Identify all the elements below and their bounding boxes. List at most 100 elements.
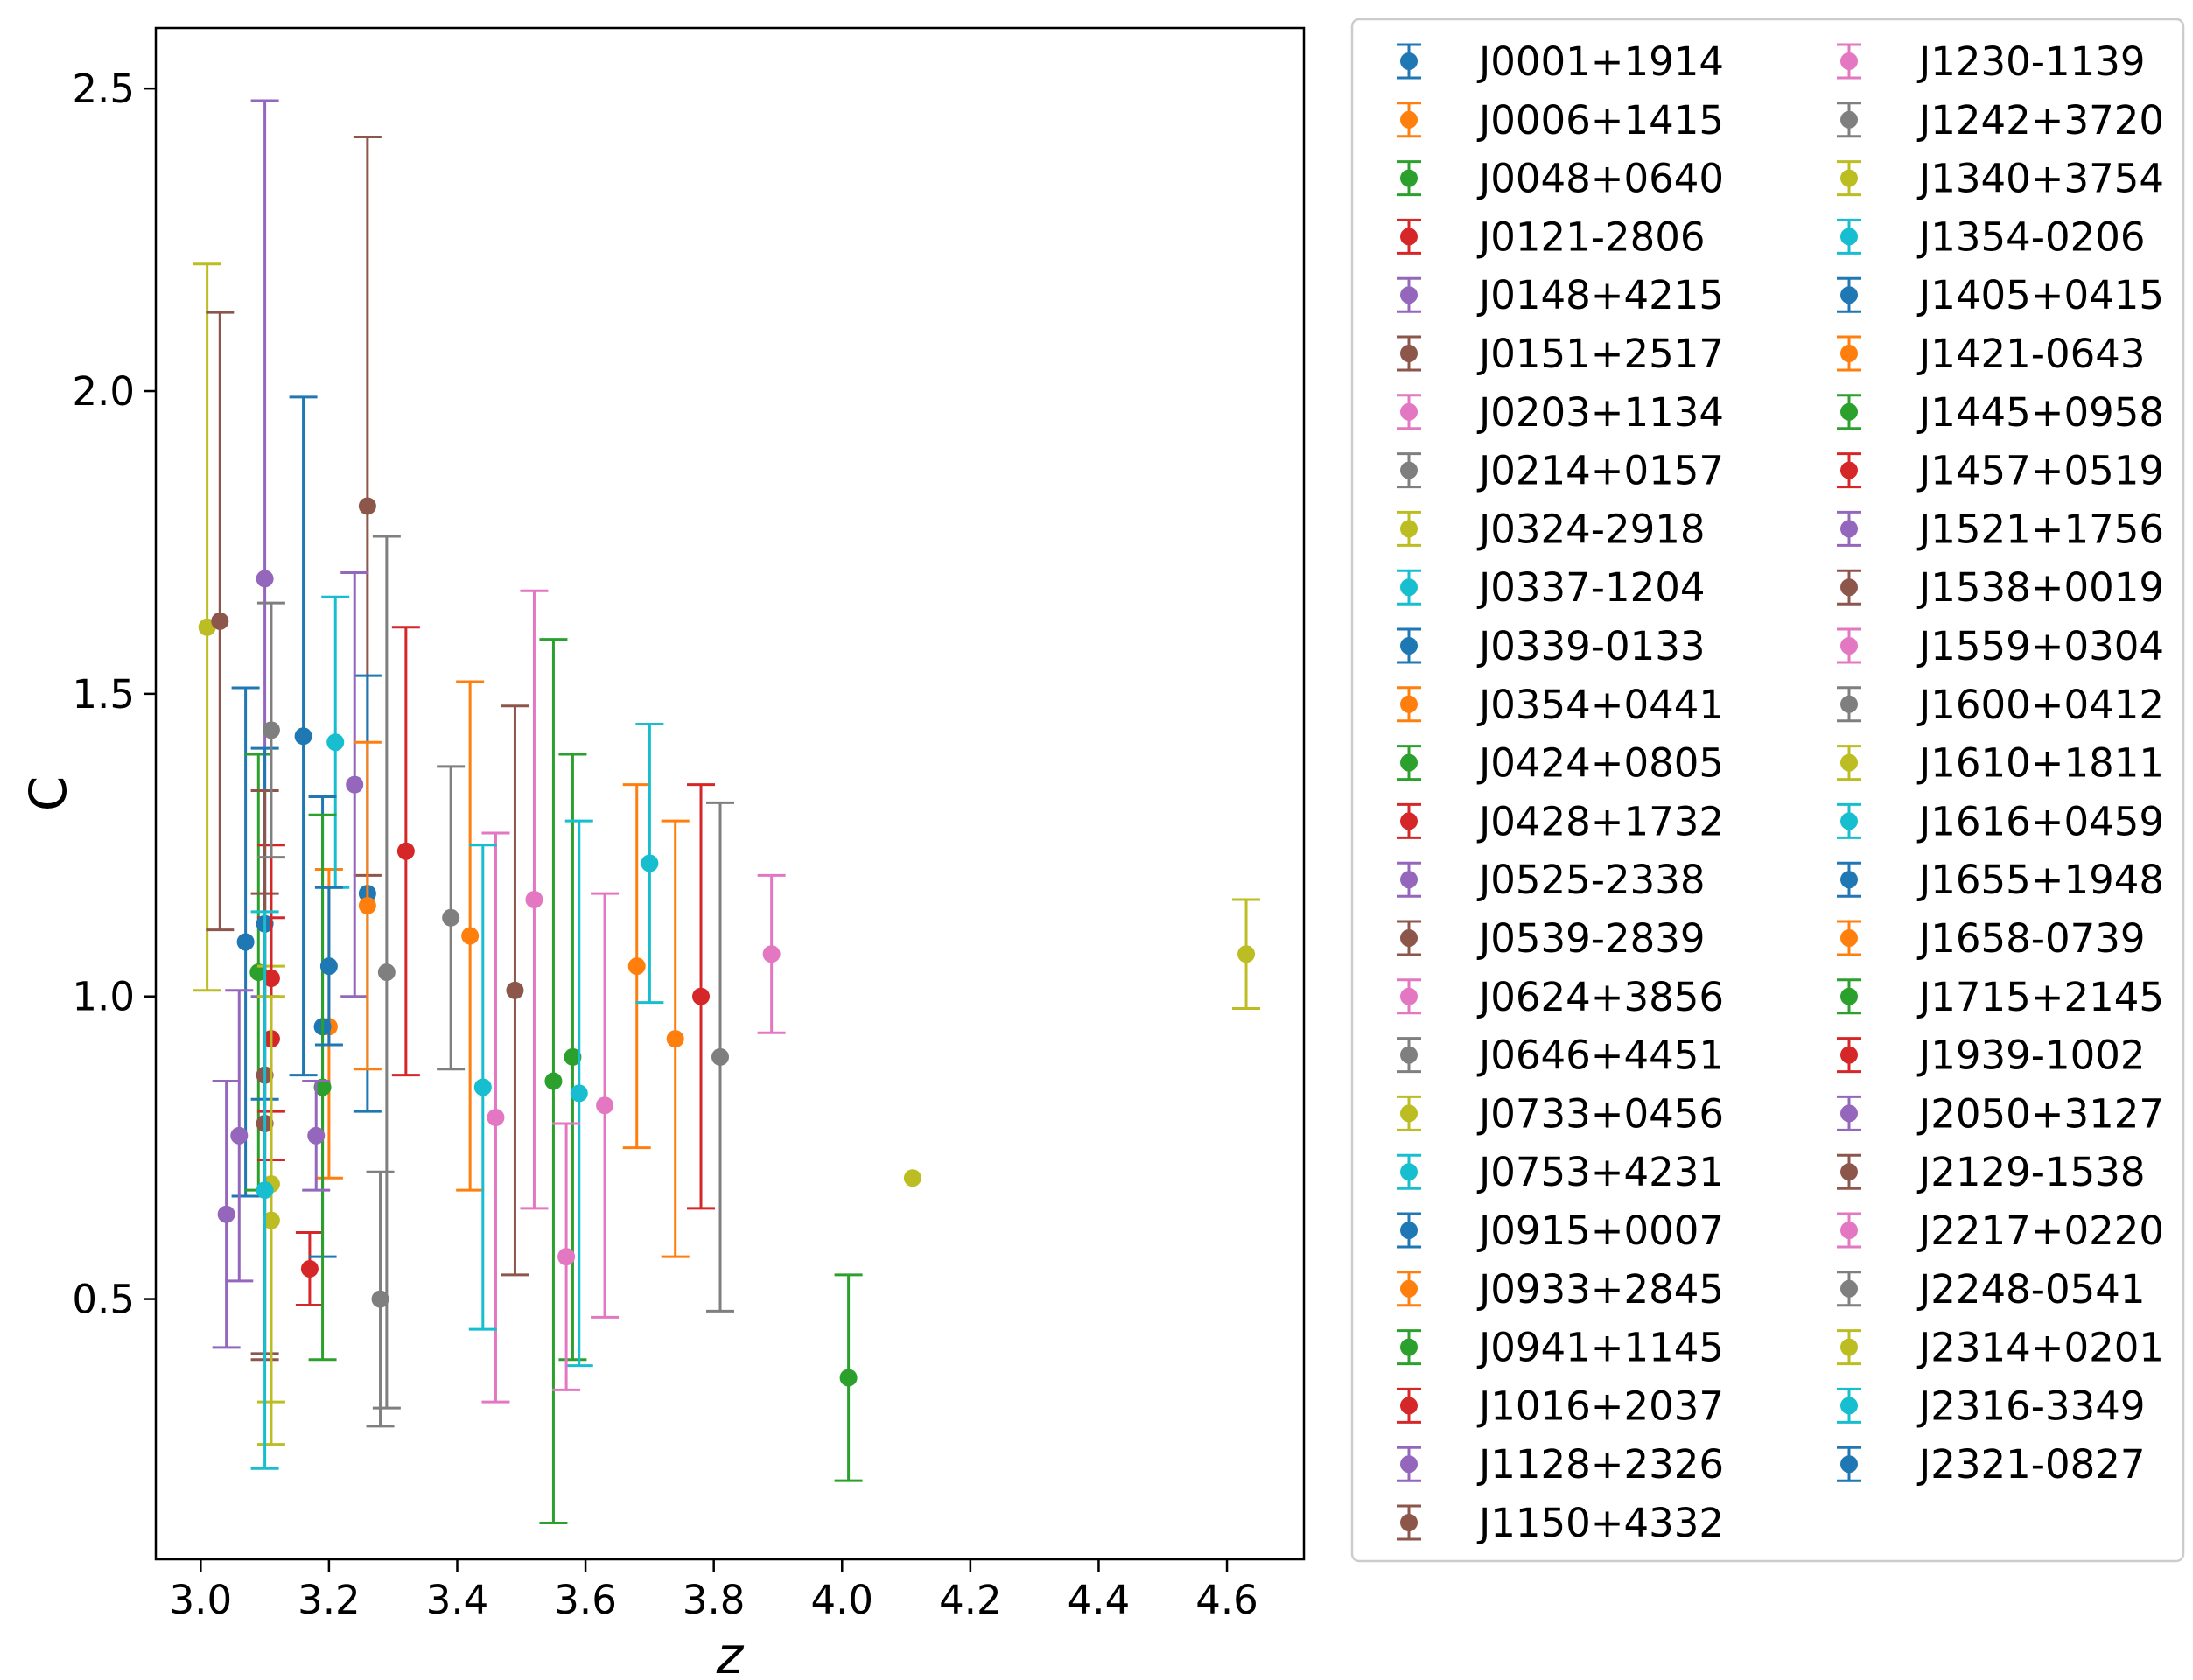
- legend-item: J2316-3349: [1837, 1382, 2146, 1429]
- errorbar-series-J1340+3754: [903, 1169, 921, 1187]
- y-tick-label: 2.5: [72, 66, 135, 112]
- data-point: [396, 842, 415, 860]
- legend-marker-icon: [1840, 1455, 1858, 1474]
- legend-marker-icon: [1400, 1338, 1418, 1356]
- data-point: [570, 1084, 588, 1102]
- errorbar-series-J2316-3349: [250, 910, 279, 1470]
- legend-label: J0148+4215: [1476, 272, 1724, 318]
- legend-label: J1559+0304: [1916, 623, 2164, 669]
- legend-label: J1655+1948: [1916, 857, 2164, 903]
- legend-item: J1600+0412: [1837, 682, 2164, 728]
- legend-item: J0933+2845: [1397, 1266, 1724, 1312]
- legend-label: J0733+0456: [1476, 1090, 1724, 1137]
- errorbar-series-J0915+0007: [289, 396, 318, 1077]
- errorbar-series-J2217+0220: [552, 1122, 581, 1391]
- legend-marker-icon: [1400, 1396, 1418, 1415]
- legend-label: J1600+0412: [1916, 682, 2164, 728]
- data-point: [262, 969, 280, 987]
- legend-item: J1354-0206: [1837, 214, 2146, 260]
- legend-item: J2217+0220: [1837, 1208, 2164, 1254]
- data-point: [839, 1368, 858, 1387]
- legend-label: J0354+0441: [1476, 682, 1724, 728]
- x-tick-label: 4.6: [1195, 1577, 1258, 1623]
- data-point: [236, 933, 255, 951]
- y-tick-label: 2.0: [72, 368, 135, 415]
- errorbar-series-J0933+2845: [622, 783, 651, 1150]
- legend-label: J0006+1415: [1476, 97, 1724, 144]
- legend-item: J1016+2037: [1397, 1382, 1724, 1429]
- legend-marker-icon: [1840, 1338, 1858, 1356]
- legend-marker-icon: [1400, 929, 1418, 947]
- data-point: [596, 1096, 614, 1115]
- legend-label: J2217+0220: [1916, 1208, 2164, 1254]
- errorbar-series-J2248-0541: [256, 601, 285, 859]
- legend-label: J1230-1139: [1916, 38, 2146, 85]
- legend-marker-icon: [1840, 1396, 1858, 1415]
- y-axis-label: C: [18, 776, 78, 812]
- legend-marker-icon: [1400, 987, 1418, 1005]
- legend-item: J0753+4231: [1397, 1149, 1724, 1195]
- legend-item: J1715+2145: [1837, 974, 2164, 1020]
- errorbar-series-J0203+1134: [520, 589, 549, 1210]
- legend-item: J1655+1948: [1837, 857, 2164, 903]
- data-point: [371, 1290, 389, 1308]
- legend-marker-icon: [1840, 637, 1858, 654]
- errorbar-series-J1242+3720: [706, 801, 735, 1312]
- legend-label: J0048+0640: [1476, 156, 1724, 202]
- legend-item: J0646+4451: [1397, 1032, 1724, 1079]
- legend-marker-icon: [1840, 52, 1858, 70]
- data-point: [300, 1259, 319, 1278]
- legend-marker-icon: [1400, 578, 1418, 597]
- legend-marker-icon: [1840, 871, 1858, 889]
- data-point: [262, 721, 280, 739]
- legend-marker-icon: [1400, 695, 1418, 713]
- errorbar-series-J1354-0206: [564, 819, 593, 1368]
- legend-marker-icon: [1400, 461, 1418, 480]
- x-tick-label: 3.8: [683, 1577, 746, 1623]
- legend-item: J0915+0007: [1397, 1208, 1724, 1254]
- x-tick-label: 3.6: [554, 1577, 617, 1623]
- errorbar-series-J0539-2839: [501, 704, 529, 1277]
- legend-label: J2314+0201: [1916, 1325, 2164, 1371]
- legend-item: J1610+1811: [1837, 740, 2164, 787]
- legend-marker-icon: [1400, 753, 1418, 772]
- errorbar-series-J1600+0412: [366, 1170, 395, 1428]
- legend-label: J2248-0541: [1916, 1266, 2146, 1312]
- legend-marker-icon: [1840, 345, 1858, 362]
- errorbar-series-J1715+2145: [834, 1273, 863, 1482]
- legend-item: J1421-0643: [1837, 331, 2146, 377]
- legend-item: J0424+0805: [1397, 740, 1724, 787]
- y-tick-label: 1.0: [72, 974, 135, 1020]
- x-axis-label: z: [716, 1626, 745, 1680]
- legend-label: J0337-1204: [1476, 564, 1706, 611]
- legend-item: J0148+4215: [1397, 272, 1724, 318]
- data-point: [256, 1181, 274, 1200]
- legend-item: J1559+0304: [1837, 623, 2164, 669]
- legend-marker-icon: [1400, 1455, 1418, 1474]
- errorbar-series-J2314+0201: [256, 995, 285, 1446]
- errorbar-series-J0214+0157: [437, 765, 466, 1071]
- y-tick-label: 0.5: [72, 1277, 135, 1323]
- legend-item: J0048+0640: [1397, 156, 1724, 202]
- legend-marker-icon: [1400, 1514, 1418, 1531]
- legend-label: J1939-1002: [1916, 1032, 2146, 1079]
- legend-label: J0753+4231: [1476, 1149, 1724, 1195]
- legend-item: J0006+1415: [1397, 97, 1724, 144]
- legend-item: J1230-1139: [1837, 38, 2146, 85]
- x-tick-label: 4.4: [1068, 1577, 1131, 1623]
- data-point: [564, 1047, 582, 1066]
- legend-label: J0121-2806: [1476, 214, 1706, 260]
- errorbar-series-J0525-2338: [340, 571, 369, 998]
- legend-marker-icon: [1840, 929, 1858, 947]
- legend-marker-icon: [1840, 987, 1858, 1005]
- data-point: [525, 891, 543, 909]
- legend-item: J0151+2517: [1397, 331, 1724, 377]
- legend-label: J1016+2037: [1476, 1382, 1724, 1429]
- legend-marker-icon: [1840, 402, 1858, 421]
- legend-marker-icon: [1400, 52, 1418, 70]
- data-point: [217, 1205, 235, 1223]
- errorbar-series-J1230-1139: [591, 892, 620, 1319]
- legend-item: J2248-0541: [1837, 1266, 2146, 1312]
- legend-label: J1658-0739: [1916, 915, 2146, 962]
